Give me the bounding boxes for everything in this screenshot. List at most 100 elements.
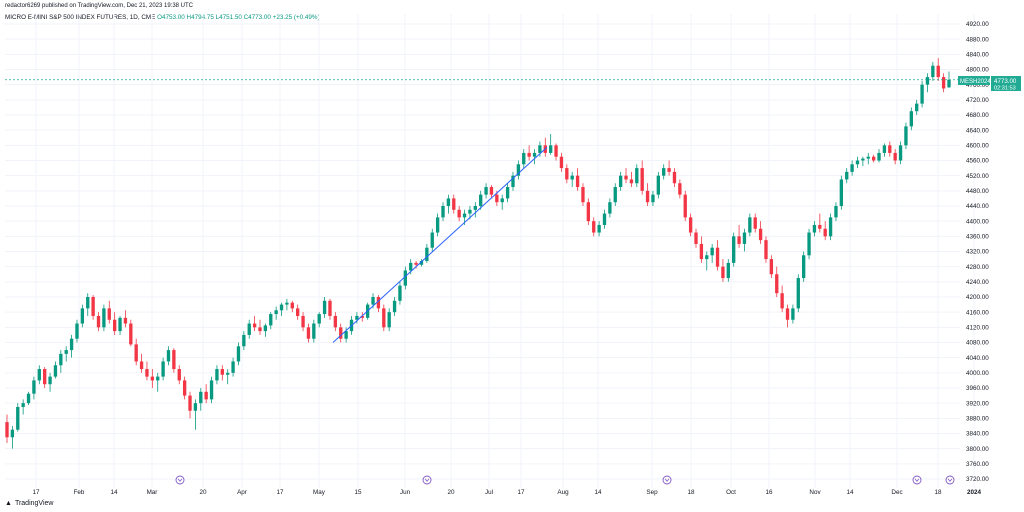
candle (269, 312, 273, 330)
time-axis[interactable]: 17 Feb 14 Mar 20 Apr 17 May 15 Jun 20 Jul 17 Aug 14 Sep… (32, 489, 981, 496)
candle (134, 338, 138, 366)
candle (441, 202, 445, 222)
candle-body (726, 262, 730, 279)
y-tick-label: 3800.00 (966, 446, 989, 453)
candle (839, 175, 844, 210)
candle-body (855, 160, 860, 165)
candle (64, 346, 68, 362)
candle-body (915, 103, 919, 112)
candle-body (425, 247, 429, 261)
candle (392, 297, 397, 316)
candle (850, 160, 854, 176)
candle (656, 171, 660, 199)
candle-body (500, 198, 504, 203)
event-marker-icon[interactable] (912, 475, 922, 485)
candle (247, 319, 251, 339)
candle-body (721, 266, 725, 279)
candle (565, 164, 569, 184)
event-marker-icon[interactable] (175, 475, 185, 485)
candle-body (592, 221, 596, 233)
candle (694, 228, 698, 248)
event-marker-icon[interactable] (662, 475, 672, 485)
trend-line[interactable] (332, 146, 548, 343)
symbol-title[interactable]: MICRO E-MINI S&P 500 INDEX FUTURES, 1D, … (5, 14, 156, 21)
candle (86, 293, 90, 316)
candle-body (435, 217, 440, 233)
y-tick-label: 3880.00 (966, 416, 989, 423)
candle (172, 348, 176, 373)
candle (597, 221, 601, 237)
candle-body (414, 262, 418, 265)
candle (608, 198, 612, 218)
price-axis[interactable]: 4920.00 4880.00 4840.00 4800.00 4760.00 4720.… (966, 21, 989, 483)
candle (629, 171, 634, 188)
candle (775, 266, 779, 297)
y-tick-label: 4600.00 (966, 143, 989, 150)
candle (312, 319, 316, 343)
candle (355, 312, 359, 324)
candle-body (780, 293, 784, 309)
candle-body (32, 380, 36, 394)
candle (220, 365, 224, 381)
candle (263, 323, 268, 337)
candle (69, 334, 74, 358)
candle (882, 143, 887, 157)
candle (602, 209, 607, 229)
candle (156, 372, 160, 392)
candle (613, 183, 617, 206)
candle-body (888, 145, 892, 153)
candle (871, 154, 876, 163)
candle (53, 361, 58, 379)
candle (489, 185, 494, 199)
candle (306, 323, 311, 343)
candle (102, 304, 106, 332)
candle (43, 367, 47, 388)
grid-lines (5, 14, 975, 488)
y-tick-label: 4920.00 (966, 21, 989, 28)
candle (581, 183, 585, 206)
event-marker-dividend-icon[interactable] (945, 475, 955, 485)
candle-body (565, 168, 569, 180)
candle (893, 149, 897, 165)
candle (252, 315, 257, 332)
candle-body (538, 145, 542, 153)
candle-body (931, 65, 935, 78)
candle-body (112, 319, 117, 332)
candle-body (145, 369, 149, 377)
candle (360, 312, 364, 322)
footer-brand[interactable]: ▲ TradingView (5, 500, 53, 507)
candle-body (823, 228, 827, 237)
y-tick-label: 4680.00 (966, 112, 989, 119)
price-badge-bg (991, 76, 1021, 91)
candle-body (904, 126, 908, 146)
legend-close: C4773.00 (243, 14, 271, 21)
candle (322, 297, 327, 318)
candle (925, 73, 930, 93)
ticker-badge-bg (958, 76, 990, 85)
candle-body (26, 393, 31, 404)
candle (818, 213, 822, 233)
candle-body (209, 380, 214, 400)
candle-body (893, 152, 897, 161)
candle-body (548, 145, 553, 153)
candle-body (301, 315, 305, 328)
candle-body (484, 187, 488, 195)
event-marker-icon[interactable] (422, 475, 432, 485)
x-tick-label: 20 (447, 489, 455, 496)
legend-low: L4751.50 (215, 14, 242, 21)
candle (274, 306, 278, 320)
candle (96, 312, 101, 332)
candle-body (796, 278, 800, 309)
candle-body (452, 198, 456, 210)
candle-body (861, 158, 865, 161)
candle-body (597, 224, 601, 233)
x-tick-label: 17 (276, 489, 284, 496)
candle (828, 213, 833, 241)
candle (317, 312, 321, 328)
candle-body (91, 297, 95, 316)
candle-body (678, 183, 682, 195)
candle-body (710, 247, 714, 256)
candle-body (387, 312, 391, 328)
candle-body (732, 236, 736, 263)
